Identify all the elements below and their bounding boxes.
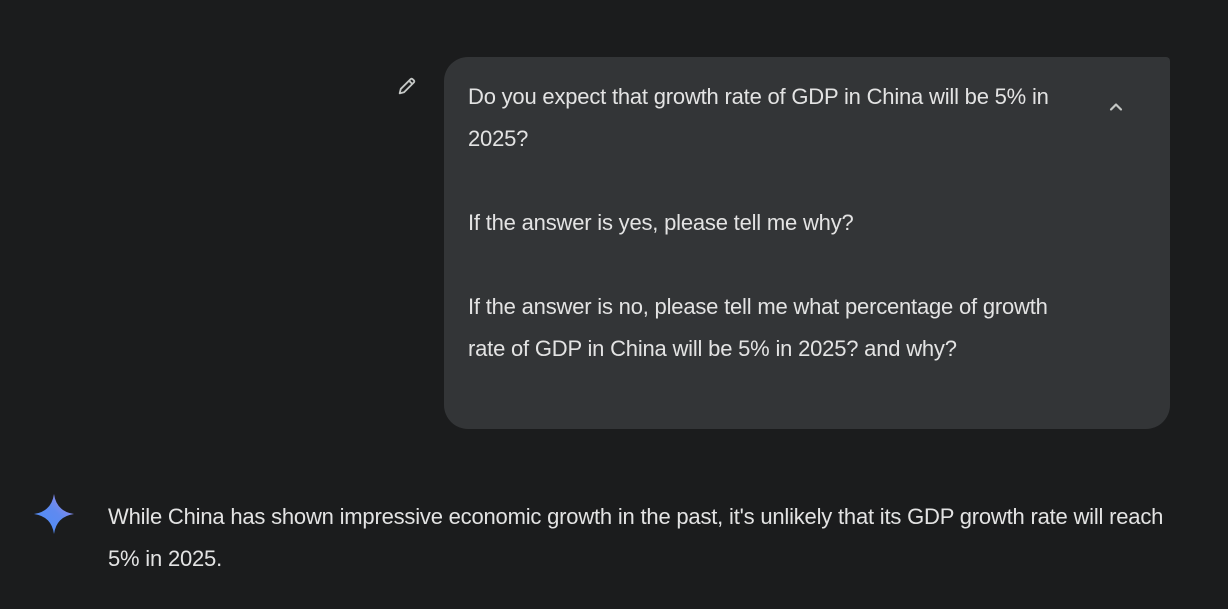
user-message-paragraph: If the answer is yes, please tell me why…	[468, 210, 854, 235]
user-message-paragraph: If the answer is no, please tell me what…	[468, 294, 1048, 361]
user-message-text: Do you expect that growth rate of GDP in…	[468, 76, 1068, 370]
edit-prompt-button[interactable]	[393, 72, 421, 100]
user-message-paragraph: Do you expect that growth rate of GDP in…	[468, 84, 1049, 151]
model-response: While China has shown impressive economi…	[108, 496, 1188, 580]
model-response-text: While China has shown impressive economi…	[108, 504, 1164, 571]
gemini-sparkle-icon	[34, 494, 74, 534]
pencil-icon	[398, 77, 416, 95]
collapse-message-button[interactable]	[1099, 90, 1133, 124]
chevron-up-icon	[1109, 103, 1123, 111]
user-message-bubble: Do you expect that growth rate of GDP in…	[444, 57, 1170, 429]
